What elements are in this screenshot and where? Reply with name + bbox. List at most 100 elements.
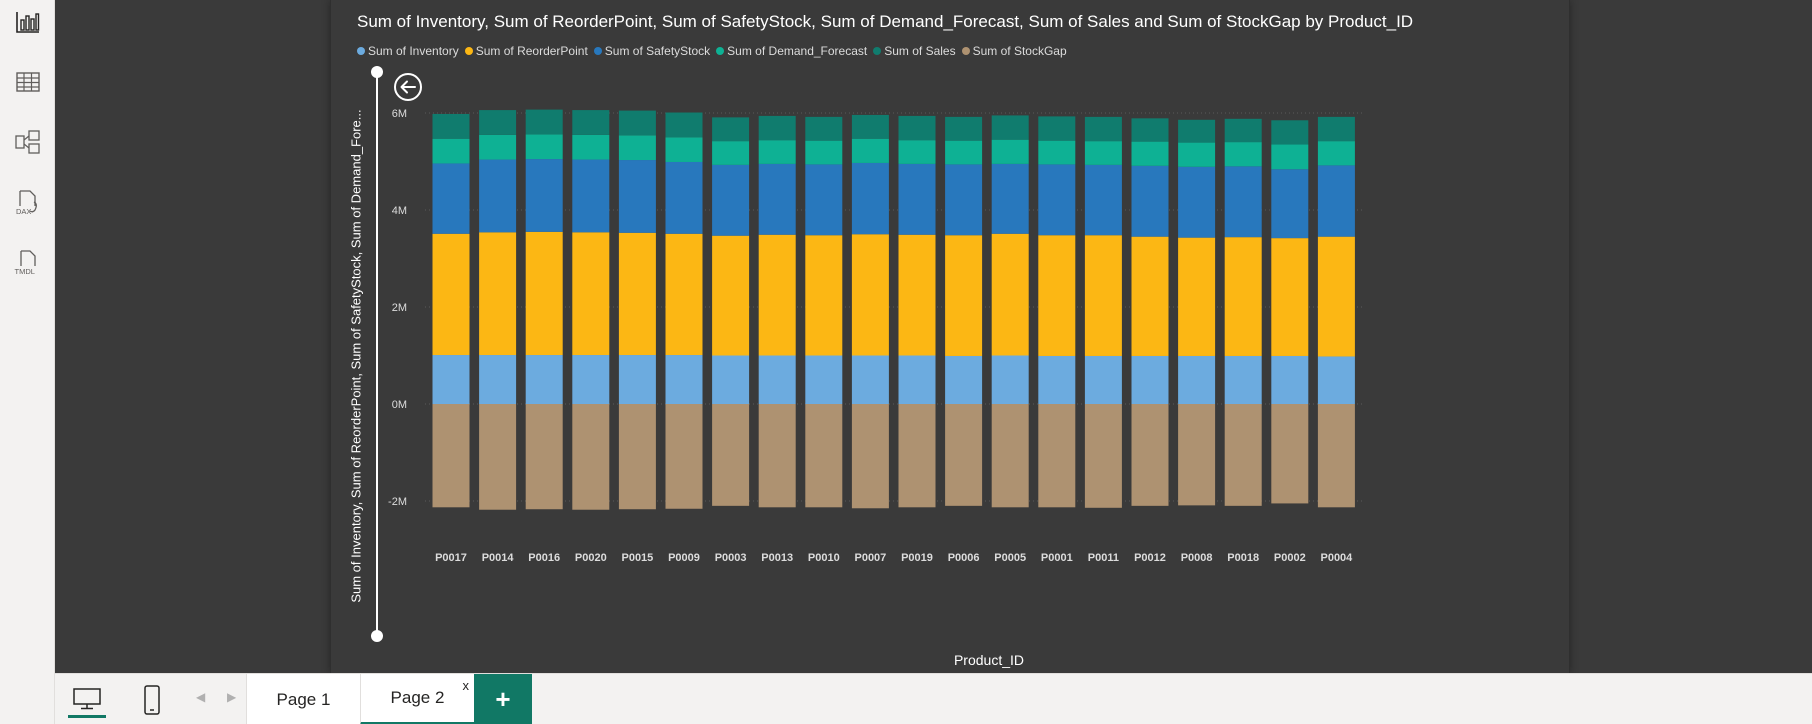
bar-segment (805, 164, 843, 236)
legend-item[interactable]: Sum of Sales (873, 44, 956, 58)
bar-segment (898, 355, 936, 404)
x-tick-label: P0015 (621, 552, 653, 564)
bar-segment (1317, 165, 1355, 237)
legend-item[interactable]: Sum of Demand_Forecast (716, 44, 867, 58)
page-tabs: Page 1 Page 2 x + (246, 674, 532, 724)
drill-up-button[interactable] (393, 72, 423, 102)
bar-segment (618, 232, 656, 356)
bar-segment (432, 233, 470, 356)
bar-segment (1317, 236, 1355, 357)
bar-segment (525, 404, 563, 510)
bar-segment (991, 233, 1029, 356)
bar-segment (432, 163, 470, 234)
bar-segment (758, 404, 796, 508)
bar-segment (712, 235, 750, 356)
bar-segment (1271, 355, 1309, 404)
bar-segment (991, 355, 1029, 404)
bar-segment (665, 161, 703, 234)
bar-segment (1084, 355, 1122, 404)
bar-segment (1224, 142, 1262, 167)
bar-segment (991, 139, 1029, 164)
slider-bottom-handle[interactable] (371, 630, 383, 642)
bar-segment (665, 137, 703, 162)
table-view-button[interactable] (8, 62, 48, 102)
bar-segment (1224, 355, 1262, 404)
next-page-arrow[interactable]: ▶ (227, 690, 237, 704)
legend-marker (873, 47, 882, 55)
bar-segment (1178, 166, 1216, 238)
bar-segment (665, 233, 703, 356)
bar-segment (1178, 355, 1216, 404)
left-rail: DAX TMDL (0, 0, 55, 724)
x-tick-label: P0009 (668, 552, 700, 564)
bar-segment (805, 140, 843, 165)
legend-marker (961, 47, 970, 55)
bar-segment (1038, 355, 1076, 404)
x-tick-label: P0016 (528, 552, 560, 564)
desktop-layout-button[interactable] (68, 682, 106, 718)
previous-page-arrow[interactable]: ◀ (196, 690, 206, 704)
report-view-button[interactable] (8, 2, 48, 42)
tmdl-view-button[interactable]: TMDL (8, 242, 48, 282)
dax-icon: DAX (16, 190, 37, 216)
bar-segment (572, 159, 610, 233)
close-tab-icon[interactable]: x (462, 678, 470, 693)
mobile-layout-button[interactable] (133, 682, 171, 718)
bar-segment (1131, 355, 1169, 404)
table-grid-icon (16, 72, 40, 92)
bar-segment (805, 355, 843, 404)
bar-segment (805, 116, 843, 141)
bar-segment (712, 404, 750, 506)
bar-segment (758, 163, 796, 235)
bar-segment (758, 234, 796, 356)
tab-page-2[interactable]: Page 2 x (360, 674, 474, 724)
back-arrow-icon (394, 73, 422, 101)
report-canvas: Sum of Inventory, Sum of ReorderPoint, S… (55, 0, 1812, 673)
bar-segment (665, 112, 703, 138)
bar-segment (525, 134, 563, 160)
add-page-button[interactable]: + (474, 674, 532, 724)
bar-segment (1131, 404, 1169, 506)
bar-segment (1038, 116, 1076, 141)
bar-segment (525, 355, 563, 404)
bar-segment (1084, 404, 1122, 508)
model-view-button[interactable] (8, 122, 48, 162)
bar-segment (432, 355, 470, 404)
legend-marker (593, 47, 602, 55)
y-tick-label: 4M (392, 205, 407, 217)
slider-top-handle[interactable] (371, 66, 383, 78)
bar-segment (525, 109, 563, 135)
dax-query-view-button[interactable]: DAX (8, 182, 48, 222)
bar-segment (1271, 169, 1309, 239)
bar-segment (851, 404, 889, 509)
x-axis-title: Product_ID (953, 652, 1025, 668)
stacked-column-chart-visual[interactable]: Sum of Inventory, Sum of ReorderPoint, S… (330, 0, 1570, 673)
legend-item[interactable]: Sum of ReorderPoint (464, 44, 588, 58)
bar-segment (991, 404, 1029, 508)
bar-segment (1131, 141, 1169, 166)
bar-segment (618, 404, 656, 510)
bar-segment (479, 110, 517, 135)
bar-segment (945, 235, 983, 356)
legend-label: Sum of SafetyStock (604, 44, 711, 58)
y-tick-label: 2M (392, 302, 407, 314)
bar-segment (1178, 237, 1216, 356)
legend-item[interactable]: Sum of StockGap (961, 44, 1067, 58)
bar-segment (1271, 238, 1309, 356)
chart-legend: Sum of Inventory Sum of ReorderPoint Sum o… (357, 44, 1073, 58)
bar-segment (851, 114, 889, 139)
bar-segment (479, 134, 517, 160)
x-tick-label: P0011 (1088, 552, 1119, 564)
legend-item[interactable]: Sum of Inventory (357, 44, 459, 58)
y-axis-zoom-slider[interactable] (371, 66, 383, 642)
bar-segment (1084, 141, 1122, 165)
legend-item[interactable]: Sum of SafetyStock (593, 44, 711, 58)
tab-page-1[interactable]: Page 1 (246, 674, 360, 724)
bar-segment (572, 110, 610, 135)
bar-segment (851, 234, 889, 356)
y-tick-label: 6M (392, 108, 407, 120)
bar-segment (479, 404, 517, 510)
tmdl-icon: TMDL (15, 250, 36, 276)
bar-segment (1038, 164, 1076, 236)
bar-segment (851, 138, 889, 163)
